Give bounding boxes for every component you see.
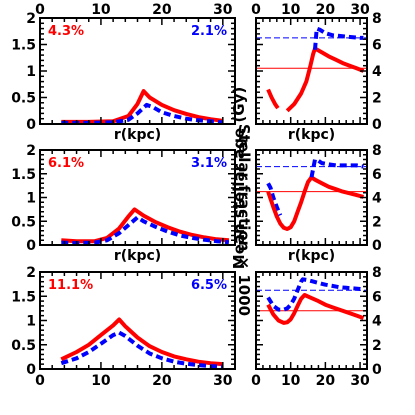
y-tick-label: 8 (372, 143, 382, 159)
right-ylabel: Mean stellar age (Gy) (230, 87, 248, 269)
y-tick-label: 2 (372, 338, 382, 354)
x-axis-label: r(kpc) (114, 248, 161, 264)
x-tick-label-top: 20 (152, 2, 172, 18)
y-tick-label: 2 (26, 265, 36, 281)
x-axis-label: r(kpc) (288, 248, 335, 264)
panel-right-row-1: 0 2 4 6 8 0 10 20 30 r(kpc) (251, 2, 382, 143)
y-tick-label: 6 (372, 167, 382, 183)
y-tick-label: 0 (372, 362, 382, 378)
x-tick-label-top: 30 (213, 2, 233, 18)
y-tick-label: 6 (372, 289, 382, 305)
series-red-solid-2 (266, 88, 280, 110)
annotation-blue: 3.1% (191, 156, 227, 171)
annotation-blue: 6.5% (191, 278, 227, 293)
y-tick-label: 0.5 (11, 214, 36, 230)
y-tick-label: 1 (26, 64, 36, 80)
series-red-solid-0 (61, 89, 224, 124)
y-tick-label: 2 (372, 91, 382, 107)
x-tick-label-bottom: 20 (152, 373, 172, 389)
annotation-red: 4.3% (48, 24, 84, 39)
y-tick-label: 0 (26, 117, 36, 133)
panel-left-row-2: 0 0.5 1 1.5 2 r(kpc) 6.1% 3.1% (11, 143, 236, 264)
series-blue-dashed-1 (61, 215, 230, 245)
y-tick-label: 2 (26, 143, 36, 159)
y-tick-label: 0 (372, 238, 382, 254)
x-tick-label-bottom: 10 (281, 373, 301, 389)
x-tick-label-bottom: 30 (350, 373, 370, 389)
x-tick-label-bottom: 10 (91, 373, 111, 389)
series-blue-dashed-4 (313, 26, 364, 50)
panel-right-row-3: 0 2 4 6 8 0 10 20 30 (251, 265, 382, 389)
panel-right-row-2: 0 2 4 6 8 r(kpc) (255, 143, 382, 264)
x-tick-label-bottom: 20 (316, 373, 336, 389)
y-tick-label: 1.5 (11, 289, 36, 305)
panel-frame (255, 17, 368, 125)
x-tick-label-top: 0 (251, 2, 261, 18)
y-tick-label: 0 (26, 238, 36, 254)
y-tick-label: 6 (372, 38, 382, 54)
x-tick-label-bottom: 0 (35, 373, 45, 389)
series-blue-dashed-3 (266, 277, 364, 312)
y-tick-label: 2 (372, 214, 382, 230)
x-axis-label: r(kpc) (114, 127, 161, 143)
series-blue-dashed-4 (309, 157, 364, 178)
y-tick-label: 4 (372, 191, 382, 207)
y-tick-label: 1 (26, 314, 36, 330)
x-tick-label-bottom: 30 (213, 373, 233, 389)
y-tick-label: 0.5 (11, 338, 36, 354)
x-axis-label: r(kpc) (288, 127, 335, 143)
y-tick-label: 4 (372, 314, 382, 330)
series-red-solid-2 (266, 293, 365, 325)
panel-frame (255, 271, 368, 370)
y-tick-label: 2 (26, 11, 36, 27)
series-group (256, 26, 367, 113)
x-tick-label-top: 10 (91, 2, 111, 18)
y-tick-label: 1.5 (11, 167, 36, 183)
y-tick-label: 1 (26, 191, 36, 207)
series-group (60, 317, 223, 369)
series-group (256, 157, 367, 231)
y-tick-label: 8 (372, 11, 382, 27)
y-tick-label: 0 (26, 362, 36, 378)
y-tick-label: 8 (372, 265, 382, 281)
x-tick-label-top: 0 (35, 2, 45, 18)
x-tick-label-top: 30 (350, 2, 370, 18)
panel-left-row-1: 00.511.520 10 20 30r(kpc)4.3% 2.1% (11, 2, 236, 143)
series-group (256, 277, 367, 325)
y-tick-label: 0 (372, 117, 382, 133)
series-red-solid-0 (61, 207, 230, 244)
series-red-solid-3 (266, 175, 365, 231)
series-blue-dashed-1 (60, 330, 223, 369)
annotation-blue: 2.1% (191, 24, 227, 39)
y-tick-label: 0.5 (11, 91, 36, 107)
left-ylabel: Stellar fraction × 1000 (235, 124, 253, 316)
y-tick-label: 1.5 (11, 38, 36, 54)
x-tick-label-bottom: 0 (251, 373, 261, 389)
y-tick-label: 4 (372, 64, 382, 80)
series-blue-dashed-2 (266, 182, 283, 217)
series-red-solid-3 (285, 46, 365, 113)
series-red-solid-0 (60, 317, 223, 367)
annotation-red: 11.1% (48, 278, 93, 293)
series-group (61, 89, 224, 124)
annotation-red: 6.1% (48, 156, 84, 171)
series-group (61, 207, 230, 245)
x-tick-label-top: 20 (316, 2, 336, 18)
x-tick-label-top: 10 (281, 2, 301, 18)
